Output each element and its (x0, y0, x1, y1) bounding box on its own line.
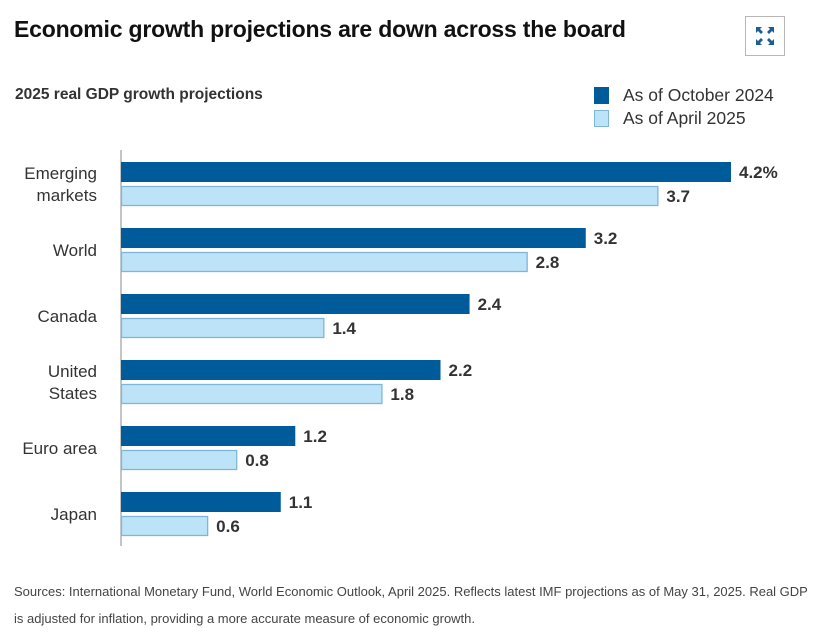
bar-april-2025 (120, 449, 238, 471)
bar-october-2024 (121, 294, 470, 314)
data-label: 0.8 (245, 451, 269, 470)
chart-subtitle: 2025 real GDP growth projections (15, 86, 263, 103)
category-label: Emerging markets (24, 164, 97, 205)
category-label: United States (48, 362, 97, 403)
expand-arrows-icon (756, 27, 774, 45)
expand-button[interactable] (745, 16, 785, 56)
category-label: Euro area (22, 439, 97, 458)
category-label: Japan (51, 505, 97, 524)
data-label: 1.4 (332, 319, 356, 338)
bar-april-2025 (120, 317, 325, 339)
data-label: 1.2 (303, 427, 327, 446)
bar-october-2024 (121, 162, 731, 182)
sources-footnote: Sources: International Monetary Fund, Wo… (14, 584, 808, 626)
bar-chart: Emerging markets 4.2% 3.7 World 3.2 2.8 Canada 2… (22, 150, 778, 546)
data-label: 4.2% (739, 163, 778, 182)
category-label: Canada (37, 307, 97, 326)
bar-april-2025 (120, 251, 528, 273)
bar-october-2024 (121, 492, 281, 512)
legend-swatch-april-2025 (594, 110, 609, 127)
category-label: World (53, 241, 97, 260)
data-label: 1.1 (289, 493, 313, 512)
data-label: 0.6 (216, 517, 240, 536)
data-label: 2.2 (449, 361, 473, 380)
legend-label: As of October 2024 (623, 85, 774, 105)
bar-april-2025 (120, 515, 209, 537)
legend-item-april-2025: As of April 2025 (594, 107, 774, 130)
bar-october-2024 (121, 360, 441, 380)
data-label: 3.2 (594, 229, 618, 248)
legend: As of October 2024 As of April 2025 (594, 84, 774, 130)
bar-october-2024 (121, 426, 296, 446)
chart-title: Economic growth projections are down acr… (14, 16, 626, 42)
legend-item-october-2024: As of October 2024 (594, 84, 774, 107)
data-label: 2.8 (536, 253, 560, 272)
data-label: 3.7 (666, 187, 690, 206)
bar-april-2025 (120, 383, 383, 405)
bar-october-2024 (121, 228, 586, 248)
bar-april-2025 (120, 185, 659, 207)
data-label: 2.4 (478, 295, 502, 314)
legend-swatch-october-2024 (594, 87, 609, 104)
legend-label: As of April 2025 (623, 108, 746, 128)
data-label: 1.8 (390, 385, 414, 404)
